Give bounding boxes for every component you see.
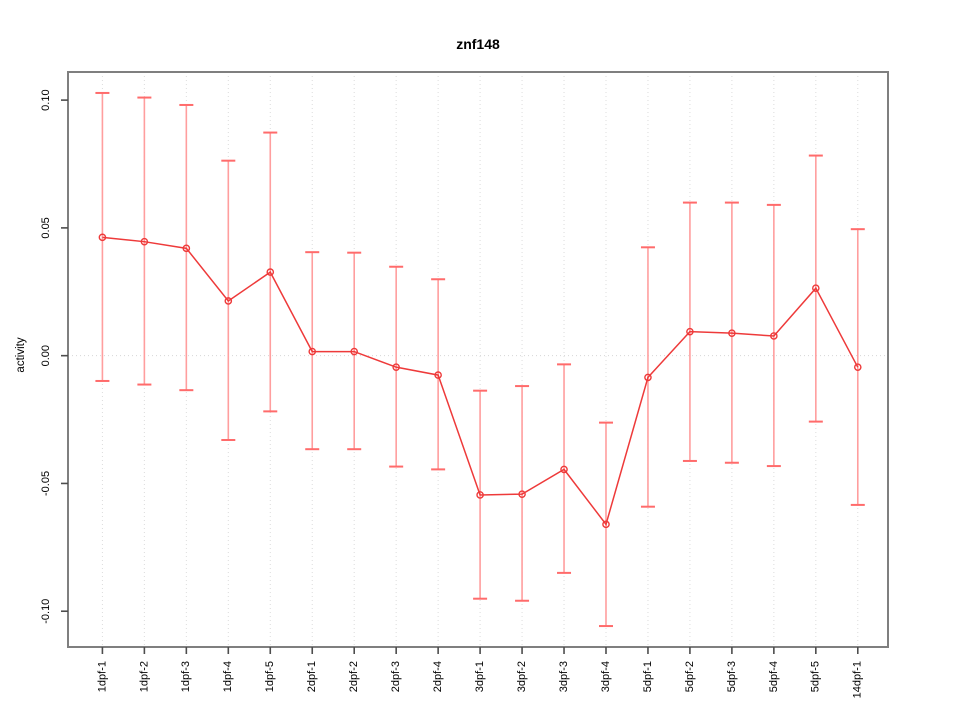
x-tick-label: 5dpf-2: [684, 661, 696, 692]
data-point: [98, 233, 107, 242]
series-line: [102, 236, 859, 526]
data-point: [728, 329, 736, 337]
y-tick-label: 0.00: [40, 345, 52, 366]
data-point: [853, 363, 862, 371]
x-tick-label: 5dpf-5: [810, 661, 822, 692]
x-tick-label: 2dpf-3: [390, 661, 402, 692]
x-tick-label: 3dpf-1: [474, 661, 486, 692]
data-point: [560, 465, 568, 474]
chart-title: znf148: [456, 36, 500, 52]
y-tick-label: 0.05: [40, 217, 52, 238]
data-point: [350, 347, 359, 356]
x-tick-label: 5dpf-1: [642, 661, 654, 692]
x-tick-label: 3dpf-2: [516, 661, 528, 692]
x-tick-label: 1dpf-3: [180, 661, 192, 692]
data-point: [266, 268, 275, 276]
x-tick-label: 2dpf-4: [432, 661, 444, 692]
x-tick-label: 3dpf-3: [558, 661, 570, 692]
data-point: [182, 244, 191, 253]
x-tick-label: 2dpf-1: [306, 661, 318, 692]
data-point: [812, 284, 820, 293]
data-point: [644, 373, 652, 382]
x-tick-label: 14dpf-1: [852, 661, 864, 698]
data-point: [224, 297, 233, 305]
x-tick-label: 1dpf-5: [264, 661, 276, 692]
data-point: [518, 490, 526, 498]
data-point: [476, 491, 484, 499]
x-tick-label: 1dpf-4: [222, 661, 234, 692]
x-tick-label: 1dpf-2: [138, 661, 150, 692]
data-point: [686, 327, 694, 336]
data-point: [308, 347, 317, 356]
x-tick-label: 5dpf-3: [726, 661, 738, 692]
x-tick-label: 2dpf-2: [348, 661, 360, 692]
y-axis-label: activity: [15, 337, 27, 373]
data-point: [392, 363, 400, 371]
data-point: [770, 332, 778, 340]
x-tick-label: 3dpf-4: [600, 661, 612, 692]
y-tick-label: -0.05: [40, 471, 52, 496]
y-tick-label: -0.10: [40, 599, 52, 624]
data-point: [434, 371, 442, 379]
y-tick-label: 0.10: [40, 89, 52, 110]
plot-border: [67, 71, 889, 648]
x-tick-label: 1dpf-1: [96, 661, 108, 692]
data-point: [140, 237, 149, 246]
x-tick-label: 5dpf-4: [768, 661, 780, 692]
data-point: [602, 520, 610, 529]
